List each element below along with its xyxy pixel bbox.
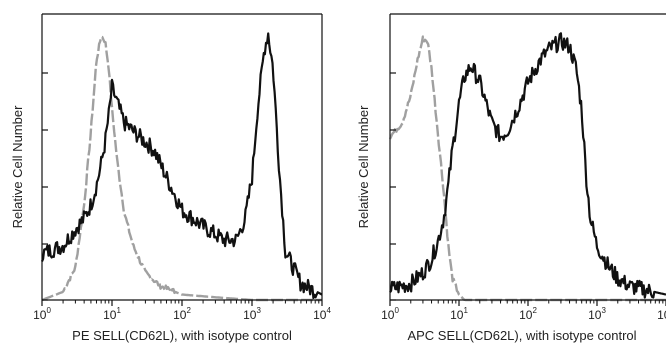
chart-panel-2: 100 101 102 103 104 APC SELL(CD62L), with iso… bbox=[356, 13, 666, 343]
y-axis-title: Relative Cell Number bbox=[356, 105, 371, 228]
x-tick-label-1: 101 bbox=[103, 306, 121, 322]
isotype-control-curve-1 bbox=[41, 35, 323, 302]
sample-curve-1 bbox=[40, 32, 323, 300]
x-tick-label-1: 101 bbox=[450, 306, 468, 322]
x-tick-label-2: 102 bbox=[173, 306, 191, 322]
sample-curve-2 bbox=[389, 32, 666, 299]
y-axis-title: Relative Cell Number bbox=[10, 105, 25, 228]
x-tick-label-4: 104 bbox=[657, 306, 666, 322]
chart-panel-1: 100 101 102 103 104 PE SELL(CD62L), with isot… bbox=[10, 13, 331, 343]
x-axis-title: APC SELL(CD62L), with isotype control bbox=[407, 328, 636, 343]
x-tick-label-4: 104 bbox=[313, 306, 331, 322]
x-tick-label-2: 102 bbox=[519, 306, 537, 322]
x-tick-label-3: 103 bbox=[243, 306, 261, 322]
x-tick-label-0: 100 bbox=[381, 306, 399, 322]
x-axis-title: PE SELL(CD62L), with isotype control bbox=[72, 328, 292, 343]
x-tick-label-3: 103 bbox=[588, 306, 606, 322]
x-tick-label-0: 100 bbox=[33, 306, 51, 322]
